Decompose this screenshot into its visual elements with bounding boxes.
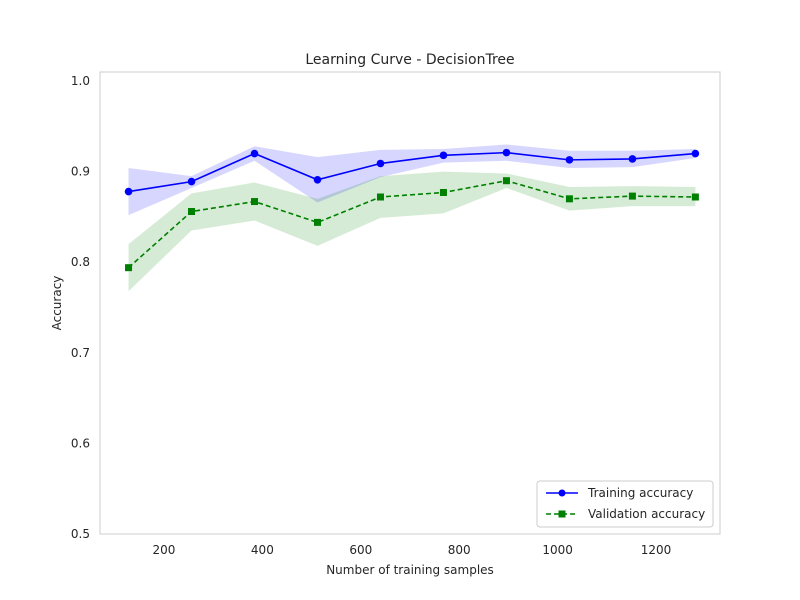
validation-accuracy-line [128, 179, 696, 269]
x-tick-label: 800 [448, 543, 471, 557]
confidence-bands [128, 144, 696, 292]
y-axis-label: Accuracy [50, 276, 64, 331]
legend-marker-validation [558, 510, 566, 518]
y-tick-label: 1.0 [71, 74, 90, 88]
training-accuracy-point [439, 151, 448, 160]
legend-box [536, 480, 714, 528]
x-tick-label: 1200 [641, 543, 672, 557]
validation-accuracy-point [188, 208, 196, 216]
training-accuracy-point [250, 149, 259, 158]
training-accuracy-point [628, 155, 637, 163]
series-lines [128, 151, 696, 269]
series-markers [124, 148, 700, 272]
training-accuracy-line [128, 151, 696, 193]
validation-accuracy-point [439, 188, 447, 196]
validation-accuracy-point [691, 193, 699, 201]
y-tick-label: 0.7 [71, 346, 90, 360]
validation-accuracy-point [502, 177, 510, 185]
x-axis-label: Number of training samples [326, 563, 494, 577]
chart-title: Learning Curve - DecisionTree [305, 52, 514, 68]
validation-accuracy-point [251, 198, 259, 206]
x-tick-label: 200 [153, 543, 176, 557]
training-accuracy-band [128, 144, 696, 216]
x-axis-ticks: 200 400 600 800 1000 1200 [153, 543, 672, 557]
y-tick-label: 0.8 [71, 255, 90, 269]
legend: Training accuracy Validation accuracy [536, 480, 714, 528]
legend-label-validation: Validation accuracy [588, 507, 705, 521]
validation-accuracy-point [313, 218, 321, 226]
training-accuracy-point [691, 149, 700, 158]
validation-accuracy-point [565, 195, 573, 203]
x-tick-label: 1000 [542, 543, 573, 557]
training-accuracy-point [376, 159, 385, 168]
training-accuracy-point [565, 156, 574, 164]
training-accuracy-point [313, 176, 322, 184]
x-tick-label: 600 [349, 543, 372, 557]
plot-area [99, 71, 721, 535]
training-accuracy-point [502, 148, 511, 157]
legend-marker-training [558, 489, 566, 497]
x-tick-label: 400 [251, 543, 274, 557]
legend-label-training: Training accuracy [587, 486, 693, 500]
y-tick-label: 0.6 [71, 436, 90, 450]
validation-accuracy-point [125, 264, 133, 272]
y-tick-label: 0.9 [71, 165, 90, 179]
validation-accuracy-band [128, 171, 696, 292]
y-tick-label: 0.5 [71, 527, 90, 541]
y-axis-ticks: 0.5 0.6 0.7 0.8 0.9 1.0 [71, 74, 90, 541]
validation-accuracy-point [628, 192, 636, 200]
training-accuracy-point [187, 177, 196, 186]
validation-accuracy-point [376, 193, 384, 201]
training-accuracy-point [124, 187, 133, 196]
